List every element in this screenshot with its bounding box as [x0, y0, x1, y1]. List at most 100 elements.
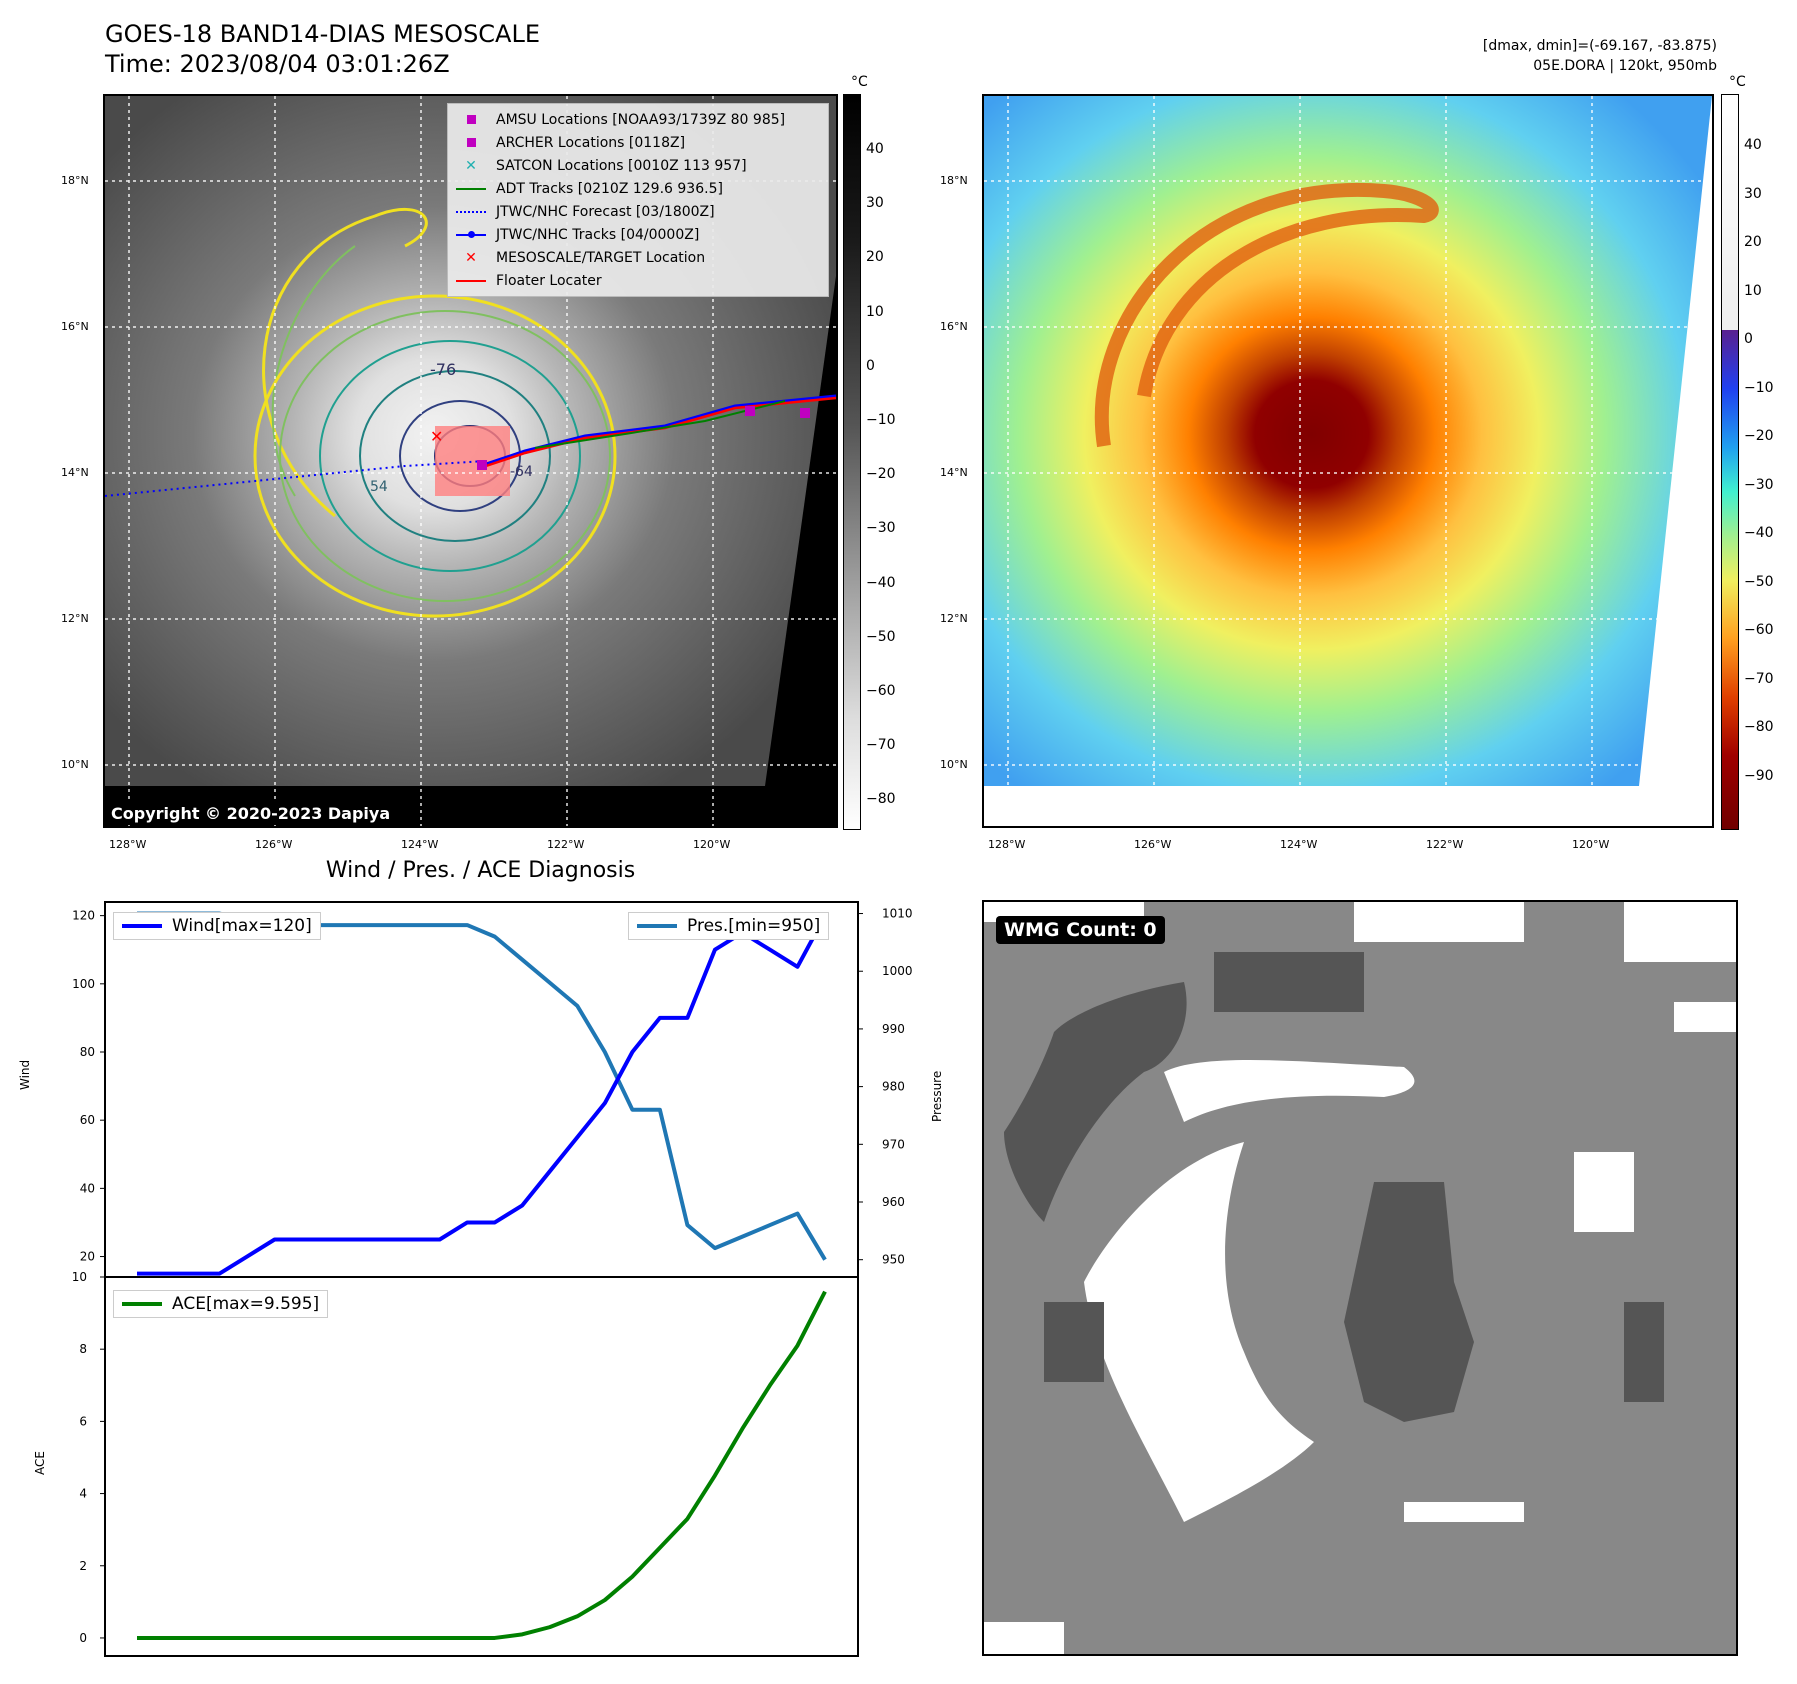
pressure-ytick-label: 1010 [882, 907, 913, 921]
colorbar-tick-label: −70 [866, 737, 896, 754]
colorbar-tick-label: −60 [1744, 622, 1774, 638]
colorbar-tick-label: −40 [866, 574, 896, 591]
map-legend: AMSU Locations [NOAA93/1739Z 80 985] ARC… [447, 103, 829, 297]
ace-legend: ACE[max=9.595] [113, 1290, 329, 1318]
lon-label: 124°W [401, 838, 439, 851]
pressure-series-line [137, 911, 827, 1261]
lat-label: 10°N [940, 758, 968, 771]
lon-label: 122°W [1426, 838, 1464, 851]
colorbar-tick-label: −90 [1744, 767, 1774, 784]
legend-item-floater: Floater Locater [456, 269, 820, 292]
colorbar-unit: °C [851, 74, 868, 90]
wind-ytick-label: 80 [80, 1045, 95, 1059]
legend-item-adt: ADT Tracks [0210Z 129.6 936.5] [456, 177, 820, 200]
chart-title: Wind / Pres. / ACE Diagnosis [325, 858, 636, 883]
legend-item-mesoscale: ✕ MESOSCALE/TARGET Location [456, 246, 820, 269]
colorbar-tick-label: 10 [866, 303, 884, 320]
colorbar-tick-label: 40 [1744, 137, 1762, 153]
line-icon [122, 1302, 162, 1306]
lat-label: 14°N [61, 466, 89, 479]
lat-label: 16°N [940, 320, 968, 333]
colorbar-tick-label: 0 [1744, 331, 1753, 347]
lon-label: 128°W [109, 838, 147, 851]
wmg-classification-image [984, 902, 1736, 1654]
colorbar-tick-label: −20 [1744, 428, 1774, 444]
lon-label: 122°W [547, 838, 585, 851]
lon-label: 126°W [255, 838, 293, 851]
legend-item-satcon: ✕ SATCON Locations [0010Z 113 957] [456, 154, 820, 177]
ace-ytick-label: 0 [79, 1631, 87, 1645]
legend-item-amsu: AMSU Locations [NOAA93/1739Z 80 985] [456, 108, 820, 131]
lon-label: 120°W [1572, 838, 1610, 851]
pressure-ytick-label: 960 [882, 1195, 905, 1209]
ir-color-imagery [984, 96, 1712, 826]
lat-label: 12°N [61, 612, 89, 625]
info-line-1: [dmax, dmin]=(-69.167, -83.875) [1482, 38, 1717, 54]
lat-label: 16°N [61, 320, 89, 333]
ace-ytick-label: 10 [72, 1270, 87, 1284]
line-icon [456, 279, 486, 282]
contour-label: -76 [430, 360, 456, 379]
colorbar-tick-label: 20 [866, 249, 884, 266]
line-dot-icon [456, 230, 486, 238]
ace-ytick-label: 8 [79, 1342, 87, 1356]
colorbar-tick-label: −50 [866, 628, 896, 645]
wind-ytick-label: 100 [72, 977, 95, 991]
line-icon [122, 924, 162, 928]
ace-ytick-label: 2 [79, 1559, 87, 1573]
lon-label: 128°W [988, 838, 1026, 851]
wind-ytick-label: 60 [80, 1113, 95, 1127]
lat-label: 18°N [61, 174, 89, 187]
pressure-legend: Pres.[min=950] [628, 912, 830, 940]
square-marker-icon [466, 138, 476, 147]
colorbar-tick-label: 10 [1744, 282, 1762, 299]
pressure-ytick-label: 990 [882, 1022, 905, 1036]
colorbar-tick-label: −40 [1744, 525, 1774, 541]
line-icon [456, 187, 486, 190]
pressure-ytick-label: 980 [882, 1080, 905, 1094]
ace-series-line [137, 1290, 827, 1640]
info-line-2: 05E.DORA | 120kt, 950mb [1533, 58, 1717, 74]
wind-ytick-label: 40 [80, 1181, 95, 1195]
colorbar-unit: °C [1729, 74, 1746, 90]
wind-legend: Wind[max=120] [113, 912, 321, 940]
colorbar-tick-label: 0 [866, 357, 875, 374]
grayscale-colorbar [843, 94, 861, 830]
contour-label: -64 [510, 464, 533, 480]
lat-label: 14°N [940, 466, 968, 479]
colorbar-tick-label: 40 [866, 141, 884, 157]
wind-ytick-label: 120 [72, 909, 95, 923]
line-icon [637, 924, 677, 928]
wmg-count-badge: WMG Count: 0 [996, 916, 1165, 944]
svg-text:✕: ✕ [430, 427, 443, 446]
ir-color-map [982, 94, 1714, 828]
dotted-line-icon [456, 210, 486, 213]
legend-item-tracks: JTWC/NHC Tracks [04/0000Z] [456, 223, 820, 246]
ace-axes [104, 1276, 859, 1657]
title-line-2: Time: 2023/08/04 03:01:26Z [105, 50, 450, 78]
colorbar-tick-label: −70 [1744, 670, 1774, 687]
colorbar-tick-label: 20 [1744, 234, 1762, 250]
pressure-ytick-label: 950 [882, 1253, 905, 1267]
colorbar-tick-label: 30 [866, 195, 884, 212]
colorbar-tick-label: −20 [866, 466, 896, 483]
ace-ytick-label: 6 [79, 1414, 87, 1428]
colorbar-tick-label: −10 [866, 412, 896, 428]
copyright-notice: Copyright © 2020-2023 Dapiya [105, 802, 397, 825]
x-marker-icon: ✕ [465, 249, 477, 266]
colorbar-tick-label: −60 [866, 683, 896, 699]
wind-ytick-label: 20 [80, 1250, 95, 1264]
ace-ytick-label: 4 [79, 1487, 87, 1501]
color-colorbar [1721, 94, 1739, 830]
legend-item-archer: ARCHER Locations [0118Z] [456, 131, 820, 154]
contour-label: 54 [370, 479, 388, 495]
colorbar-tick-label: −80 [1744, 719, 1774, 735]
lon-label: 126°W [1134, 838, 1172, 851]
wmg-panel: WMG Count: 0 [982, 900, 1738, 1656]
lat-label: 10°N [61, 758, 89, 771]
wind-series-line [137, 914, 827, 1276]
square-marker-icon [466, 115, 476, 124]
x-marker-icon: ✕ [465, 157, 477, 174]
lon-label: 124°W [1280, 838, 1318, 851]
colorbar-tick-label: −10 [1744, 379, 1774, 396]
